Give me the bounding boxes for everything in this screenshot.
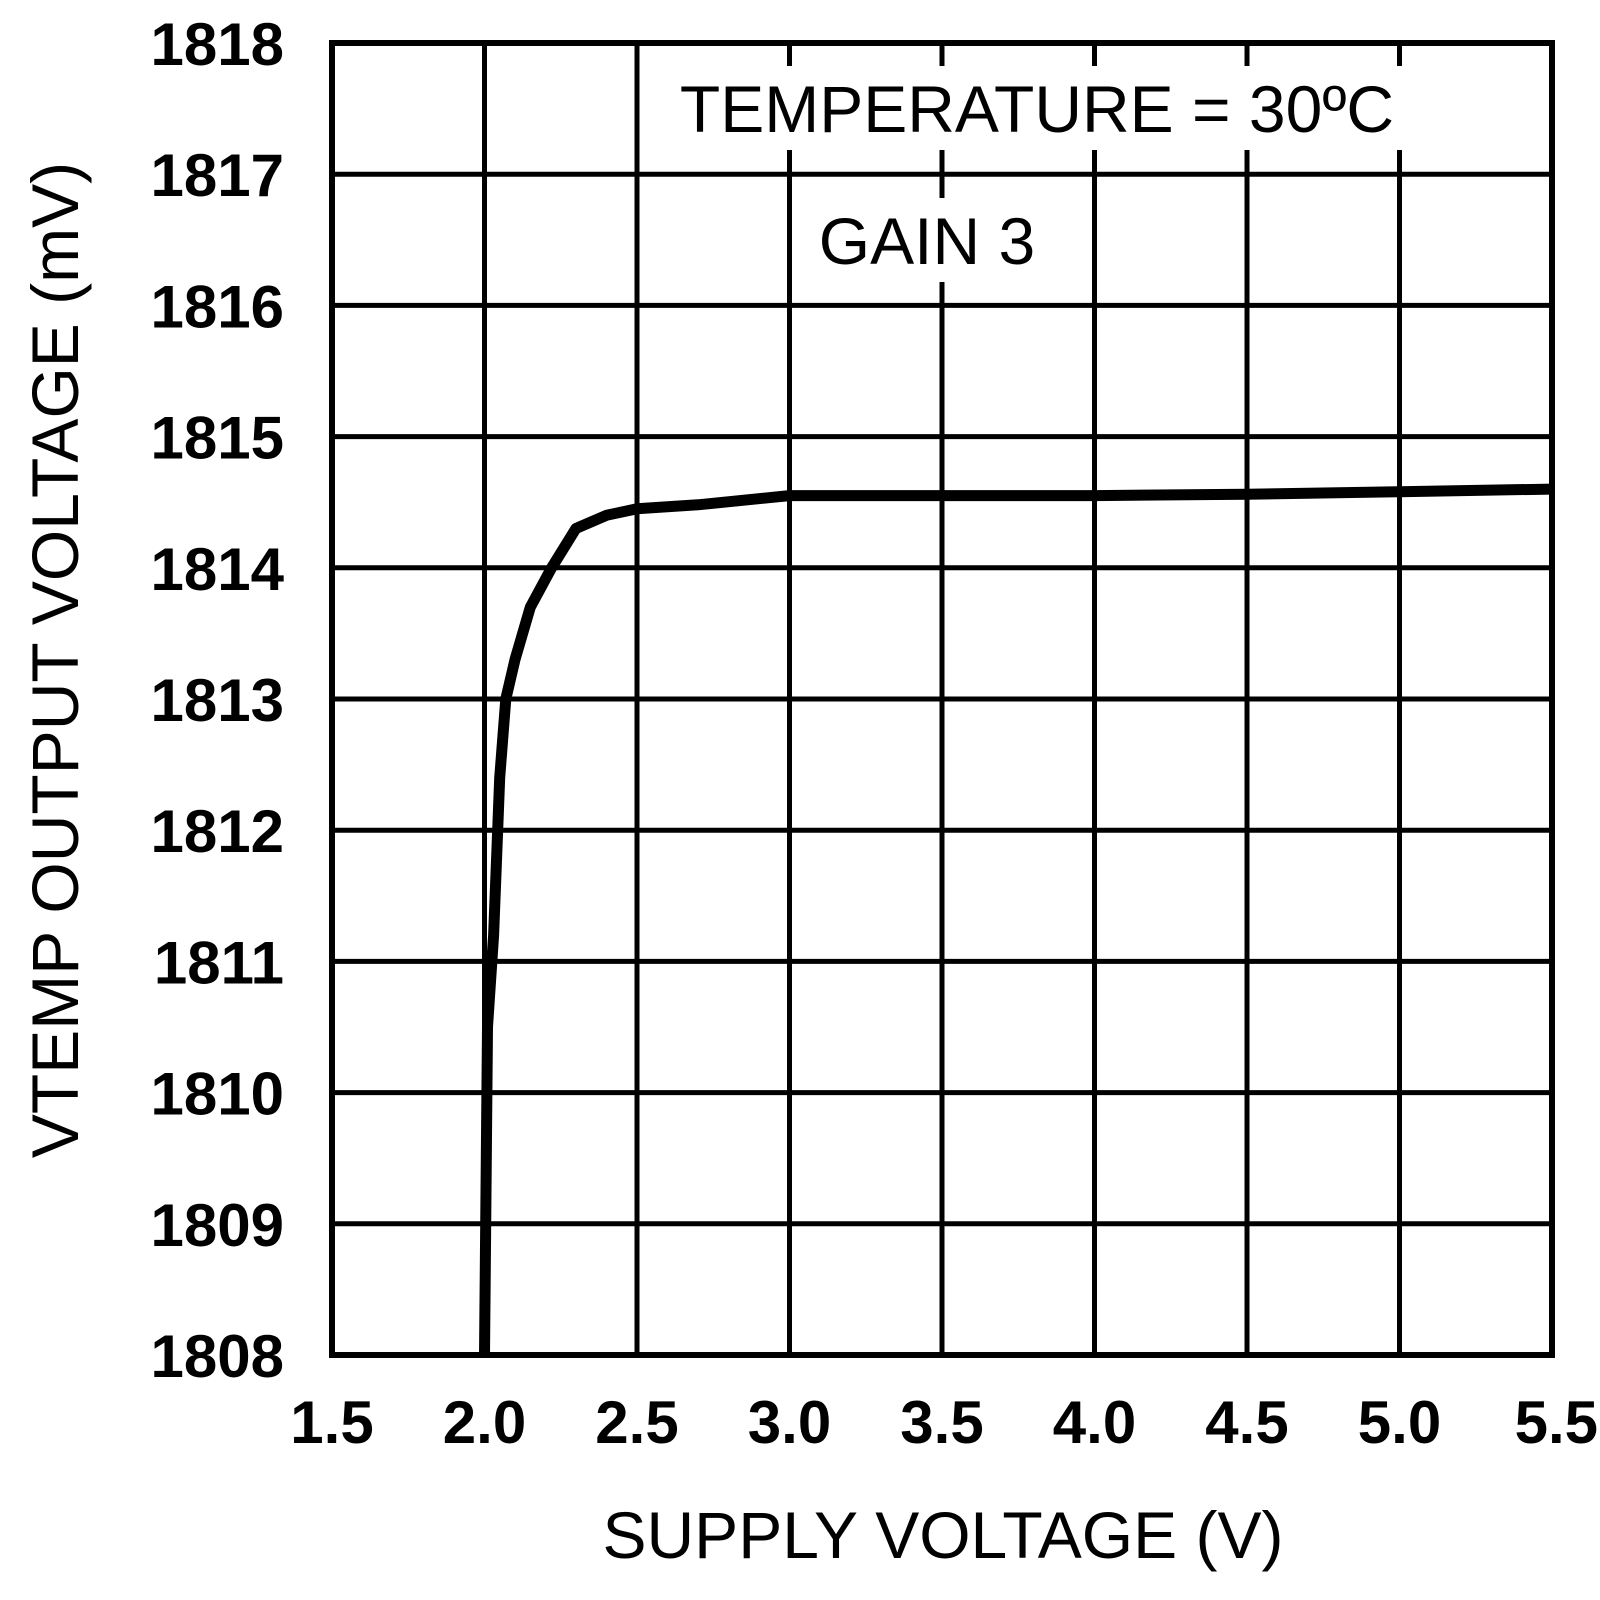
x-tick-label: 4.0	[1053, 1389, 1136, 1456]
x-tick-label: 2.5	[595, 1389, 678, 1456]
y-tick-label: 1815	[151, 405, 284, 472]
annotation-background	[667, 66, 1407, 150]
x-tick-label: 5.5	[1515, 1389, 1598, 1456]
x-tick-label: 3.0	[748, 1389, 831, 1456]
annotation-temperature: TEMPERATURE = 30ºC	[680, 72, 1394, 146]
y-tick-label: 1813	[151, 667, 284, 734]
y-tick-label: 1810	[151, 1061, 284, 1128]
y-tick-labels: 1808 1809 1810 1811 1812 1813 1814 1815 1816 1817…	[151, 11, 285, 1390]
annotation-backgrounds	[667, 66, 1407, 282]
x-tick-label: 2.0	[443, 1389, 526, 1456]
annotation-background	[792, 198, 1062, 282]
x-tick-label: 5.0	[1358, 1389, 1441, 1456]
grid	[332, 43, 1552, 1355]
y-axis-label: VTEMP OUTPUT VOLTAGE (mV)	[18, 162, 92, 1158]
series-group	[479, 483, 1553, 1356]
y-tick-label: 1811	[154, 929, 284, 996]
x-tick-label: 1.5	[290, 1389, 373, 1456]
annotations: TEMPERATURE = 30ºC GAIN 3	[680, 72, 1394, 278]
y-tick-label: 1818	[151, 11, 284, 78]
x-tick-label: 4.5	[1205, 1389, 1288, 1456]
x-tick-labels: 1.5 2.0 2.5 3.0 3.5 4.0 4.5 5.0 5.5	[290, 1389, 1598, 1456]
x-tick-label: 3.5	[900, 1389, 983, 1456]
series-line	[479, 483, 1553, 1356]
y-tick-label: 1809	[151, 1192, 284, 1259]
x-axis-label: SUPPLY VOLTAGE (V)	[603, 1498, 1284, 1572]
y-tick-label: 1817	[151, 142, 284, 209]
plot-frame	[329, 40, 1555, 1358]
y-tick-label: 1808	[151, 1323, 284, 1390]
y-tick-label: 1812	[151, 798, 284, 865]
y-tick-label: 1816	[151, 273, 284, 340]
annotation-gain: GAIN 3	[819, 204, 1035, 278]
y-tick-label: 1814	[151, 536, 285, 603]
